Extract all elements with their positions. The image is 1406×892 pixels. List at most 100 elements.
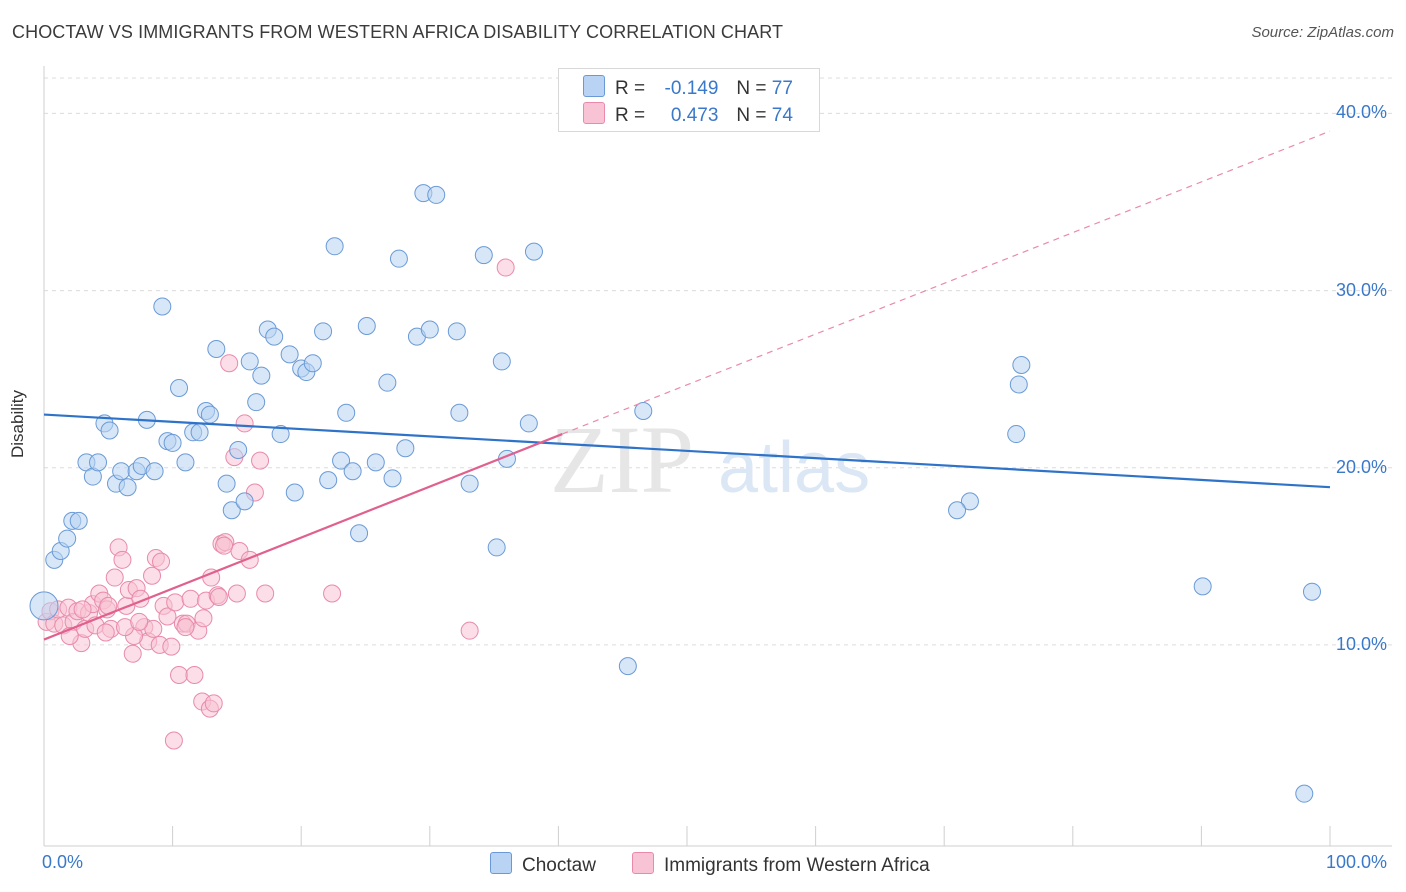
watermark: ZIP atlas	[550, 406, 870, 513]
immigrants-point	[130, 612, 149, 631]
immigrants-trend-extension	[562, 130, 1331, 435]
legend-swatch-choctaw	[583, 75, 605, 97]
choctaw-point	[383, 469, 402, 488]
legend-r-value-immigrants: 0.473	[670, 105, 719, 126]
choctaw-point	[1193, 577, 1212, 596]
immigrants-point	[204, 694, 223, 713]
choctaw-point	[366, 453, 385, 472]
legend-r-label: R =	[615, 78, 646, 99]
immigrants-point	[166, 593, 185, 612]
bottom-legend-choctaw: Choctaw	[490, 852, 596, 877]
legend-n-value-choctaw: 77	[771, 78, 793, 99]
axis-layer	[43, 66, 1392, 847]
bottom-legend-label-choctaw: Choctaw	[522, 855, 596, 876]
choctaw-point	[487, 538, 506, 557]
choctaw-point	[240, 352, 259, 371]
choctaw-point	[618, 657, 637, 676]
choctaw-point	[265, 327, 284, 346]
immigrants-point	[152, 552, 171, 571]
legend-r-label: R =	[615, 105, 646, 126]
immigrants-point	[323, 584, 342, 603]
choctaw-points	[29, 184, 1321, 803]
choctaw-point	[634, 402, 653, 421]
immigrants-point	[251, 451, 270, 470]
correlation-legend: R = -0.149 N = 77 R = 0.473 N = 74	[558, 68, 820, 132]
bottom-legend-swatch-choctaw	[490, 852, 512, 874]
choctaw-point	[948, 501, 967, 520]
choctaw-point	[58, 529, 77, 548]
choctaw-point	[1012, 355, 1031, 374]
immigrants-point	[176, 618, 195, 637]
choctaw-point	[163, 433, 182, 452]
y-tick-label: 10.0%	[1336, 633, 1388, 654]
choctaw-point	[337, 403, 356, 422]
choctaw-point	[176, 453, 195, 472]
choctaw-point	[1295, 784, 1314, 803]
legend-swatch-immigrants	[583, 102, 605, 124]
immigrants-point	[194, 609, 213, 628]
choctaw-point	[170, 379, 189, 397]
choctaw-point	[207, 340, 226, 359]
choctaw-point	[145, 462, 164, 481]
choctaw-point	[357, 317, 376, 335]
immigrants-point	[144, 619, 163, 638]
y-axis-label: Disability	[8, 389, 27, 458]
immigrants-point	[460, 621, 479, 640]
choctaw-point	[280, 345, 299, 364]
choctaw-point	[389, 249, 408, 268]
choctaw-point	[247, 393, 266, 412]
choctaw-point	[460, 474, 479, 493]
legend-row-immigrants: R = 0.473 N = 74	[583, 102, 793, 128]
choctaw-point	[252, 366, 271, 385]
choctaw-point	[303, 354, 322, 373]
choctaw-point	[960, 492, 979, 511]
choctaw-point	[420, 320, 439, 339]
choctaw-point	[447, 322, 466, 341]
choctaw-point	[314, 322, 333, 341]
choctaw-point	[100, 421, 119, 440]
x-tick-label-right: 100.0%	[1326, 852, 1388, 872]
immigrants-points	[37, 258, 515, 750]
immigrants-point	[170, 665, 189, 684]
bottom-legend-label-immigrants: Immigrants from Western Africa	[664, 855, 930, 876]
choctaw-point	[190, 423, 209, 442]
watermark-atlas: atlas	[718, 428, 870, 508]
legend-n-label: N =	[736, 105, 767, 126]
immigrants-point	[209, 588, 228, 607]
choctaw-trend-line	[43, 413, 1331, 489]
choctaw-point	[217, 474, 236, 493]
immigrants-trend-line	[43, 433, 563, 641]
choctaw-point	[343, 462, 362, 481]
immigrants-point	[113, 550, 132, 569]
immigrants-point	[256, 584, 275, 603]
choctaw-point	[524, 242, 543, 261]
immigrants-point	[215, 536, 234, 555]
choctaw-point	[396, 439, 415, 458]
y-tick-label: 20.0%	[1336, 456, 1388, 477]
choctaw-point	[118, 478, 137, 497]
choctaw-point	[319, 471, 338, 490]
choctaw-point	[1302, 582, 1321, 601]
legend-row-choctaw: R = -0.149 N = 77	[583, 75, 793, 101]
choctaw-point	[1009, 375, 1028, 394]
choctaw-point	[271, 425, 290, 444]
choctaw-point	[427, 185, 446, 204]
choctaw-point	[29, 591, 59, 621]
legend-n-label: N =	[736, 78, 767, 99]
legend-r-value-choctaw: -0.149	[664, 78, 719, 99]
choctaw-point	[1007, 425, 1026, 444]
legend-n-value-immigrants: 74	[771, 105, 793, 126]
immigrants-point	[227, 584, 246, 603]
y-tick-label: 40.0%	[1336, 102, 1388, 123]
choctaw-point	[200, 405, 219, 424]
choctaw-point	[378, 373, 397, 392]
watermark-zip: ZIP	[550, 406, 694, 513]
choctaw-point	[112, 462, 131, 481]
choctaw-point	[89, 453, 108, 472]
choctaw-point	[153, 297, 172, 316]
immigrants-point	[105, 568, 124, 587]
choctaw-point	[492, 352, 511, 371]
chart-title: CHOCTAW VS IMMIGRANTS FROM WESTERN AFRIC…	[12, 22, 784, 42]
immigrants-point	[158, 607, 177, 626]
immigrants-point	[96, 623, 115, 642]
